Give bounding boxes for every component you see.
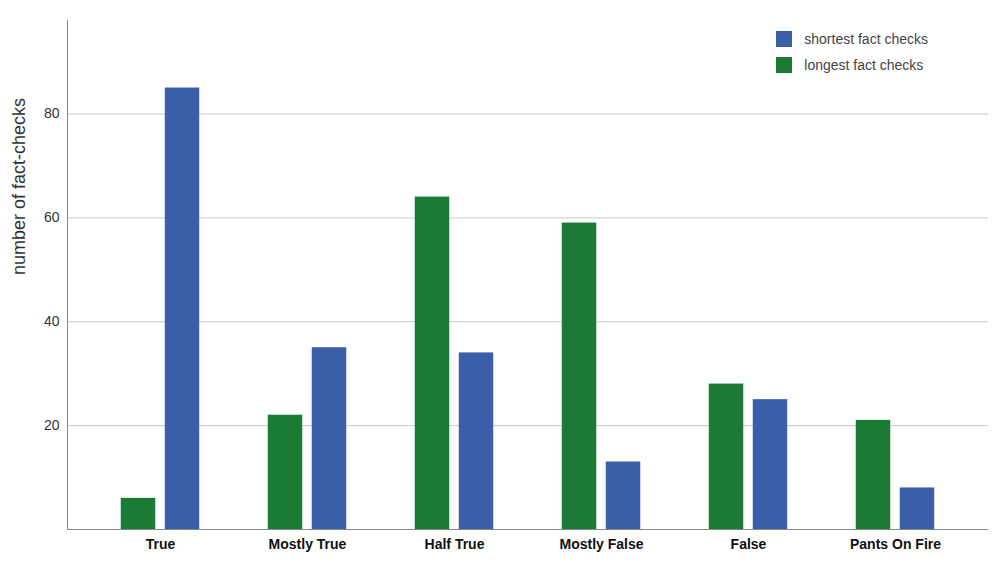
svg-text:60: 60 (44, 209, 60, 225)
svg-text:Mostly False: Mostly False (559, 536, 643, 552)
svg-text:Pants On Fire: Pants On Fire (850, 536, 941, 552)
html-text:longest fact checks: longest fact checks (804, 57, 924, 73)
svg-text:number of fact-checks: number of fact-checks (9, 98, 29, 275)
svg-text:Half True: Half True (425, 536, 485, 552)
svg-text:True: True (146, 536, 176, 552)
svg-text:Mostly True: Mostly True (269, 536, 347, 552)
svg-text:False: False (731, 536, 767, 552)
svg-text:20: 20 (44, 417, 60, 433)
html-text:shortest fact checks: shortest fact checks (804, 31, 928, 47)
svg-text:40: 40 (44, 313, 60, 329)
svg-text:80: 80 (44, 105, 60, 121)
